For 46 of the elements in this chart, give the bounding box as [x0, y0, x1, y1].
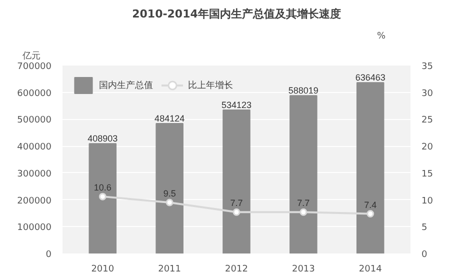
x-tick-label: 2012	[225, 264, 248, 274]
y2-tick-label: 20	[422, 142, 434, 153]
y2-tick-label: 35	[422, 62, 433, 72]
point	[300, 208, 308, 216]
x-tick-label: 2013	[292, 264, 315, 274]
data-label: 408903	[88, 134, 118, 144]
data-label: 636463	[355, 72, 386, 83]
y-tick-label: 300000	[17, 169, 52, 180]
y-tick-label: 700000	[17, 62, 52, 72]
data-label: 7.7	[297, 198, 310, 208]
y2-tick-label: 10	[422, 196, 434, 206]
bar	[222, 110, 250, 254]
y2-tick-label: 0	[422, 250, 428, 260]
bar	[156, 122, 184, 254]
data-label: 10.6	[94, 182, 112, 193]
y-axis-title: 亿元	[22, 50, 40, 62]
y-tick-label: 400000	[17, 142, 52, 153]
y2-tick-label: 5	[422, 223, 428, 234]
y2-tick-label: 15	[422, 169, 433, 180]
y2-tick-label: 30	[422, 88, 434, 99]
legend-label: 比上年增长	[188, 80, 233, 92]
point	[98, 192, 106, 200]
y-tick-label: 100000	[17, 223, 52, 234]
y-tick-label: 500000	[17, 116, 52, 126]
point	[166, 198, 174, 206]
x-tick-label: 2014	[358, 264, 382, 274]
bar	[290, 95, 318, 254]
data-label: 534123	[221, 100, 252, 110]
bar	[88, 143, 117, 254]
chart-title: 2010-2014年国内生产总值及其增长速度	[132, 8, 341, 20]
data-label: 9.5	[163, 188, 176, 198]
data-label: 588019	[288, 86, 318, 96]
y-tick-label: 0	[46, 250, 52, 260]
data-label: 7.7	[230, 198, 243, 208]
y2-tick-label: 25	[422, 116, 433, 126]
bar	[356, 82, 384, 254]
data-label: 484124	[154, 113, 185, 124]
x-tick-label: 2011	[158, 264, 182, 274]
point	[232, 208, 240, 216]
legend-label: 国内生产总值	[99, 80, 153, 92]
point	[366, 210, 374, 218]
y-tick-label: 600000	[17, 88, 52, 99]
y2-axis-title: %	[376, 32, 386, 42]
x-tick-label: 2010	[91, 264, 114, 274]
y-tick-label: 200000	[17, 196, 52, 206]
data-label: 7.4	[364, 200, 377, 210]
